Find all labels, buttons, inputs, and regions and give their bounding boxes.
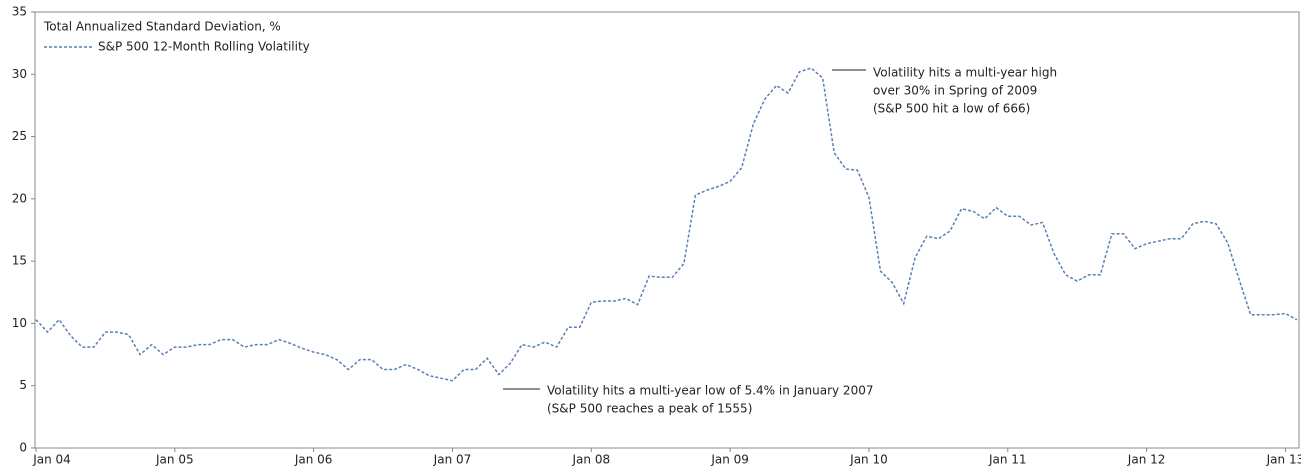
y-tick-label: 25: [12, 129, 27, 143]
y-tick-label: 20: [12, 191, 27, 205]
y-tick-label: 5: [19, 378, 27, 392]
series-line: [35, 67, 1298, 382]
y-tick-label: 30: [12, 67, 27, 81]
x-tick-label: Jan 13: [1266, 453, 1301, 467]
x-tick-label: Jan 11: [988, 453, 1027, 467]
legend-label: S&P 500 12-Month Rolling Volatility: [98, 40, 310, 54]
annotation: (S&P 500 reaches a peak of 1555): [547, 402, 752, 416]
y-tick-label: 15: [12, 254, 27, 268]
plot-frame: [34, 11, 1300, 449]
x-tick-label: Jan 04: [32, 453, 71, 467]
annotation: (S&P 500 hit a low of 666): [873, 102, 1030, 116]
y-tick-label: 35: [12, 5, 27, 19]
y-tick-label: 0: [19, 441, 27, 455]
chart-title: Total Annualized Standard Deviation, %: [43, 20, 281, 34]
x-tick-label: Jan 08: [572, 453, 611, 467]
annotation: Volatility hits a multi-year high: [873, 66, 1057, 80]
annotation: Volatility hits a multi-year low of 5.4%…: [547, 384, 873, 398]
x-tick-label: Jan 10: [849, 453, 888, 467]
x-tick-label: Jan 05: [155, 453, 194, 467]
annotation: over 30% in Spring of 2009: [873, 84, 1037, 98]
x-tick-label: Jan 07: [433, 453, 472, 467]
x-tick-label: Jan 12: [1127, 453, 1166, 467]
x-tick-label: Jan 09: [710, 453, 749, 467]
y-tick-label: 10: [12, 316, 27, 330]
x-tick-label: Jan 06: [294, 453, 333, 467]
